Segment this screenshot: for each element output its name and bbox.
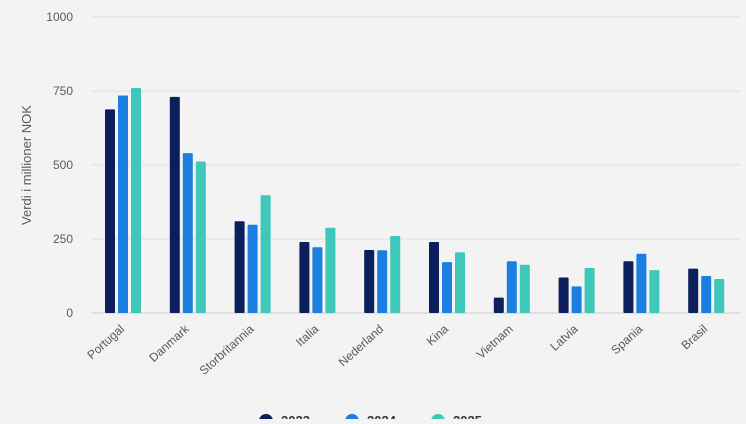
bar[interactable] <box>118 95 128 313</box>
bar[interactable] <box>429 241 439 313</box>
bar[interactable] <box>247 224 258 313</box>
y-axis-title: Verdi i millioner NOK <box>19 105 34 225</box>
bar[interactable] <box>649 270 660 313</box>
x-tick-label: Portugal <box>84 322 127 362</box>
bar[interactable] <box>390 236 401 313</box>
legend-item[interactable]: 2025 <box>431 413 482 424</box>
legend-marker <box>431 414 445 424</box>
bar[interactable] <box>506 261 517 313</box>
legend-label: 2023 <box>281 413 310 419</box>
bar[interactable] <box>260 195 271 313</box>
x-ticks: Portugal Danmark Storbritannia Italia Nederl… <box>84 321 710 378</box>
bar[interactable] <box>455 252 465 313</box>
bar[interactable] <box>195 161 206 313</box>
legend-label: 2024 <box>367 413 397 419</box>
legend-item[interactable]: 2024 <box>345 413 397 424</box>
bar[interactable] <box>169 96 180 313</box>
x-tick-label: Brasil <box>679 322 711 352</box>
bar[interactable] <box>493 297 504 313</box>
bar[interactable] <box>558 277 569 313</box>
legend-item[interactable]: 2023 <box>259 413 310 424</box>
y-tick-label: 750 <box>53 84 73 98</box>
legend: 2023 2024 2025 <box>259 413 482 424</box>
bar[interactable] <box>325 227 336 313</box>
bar[interactable] <box>442 262 452 313</box>
y-tick-label: 1000 <box>46 10 73 24</box>
bar[interactable] <box>571 286 582 313</box>
x-tick-label: Storbritannia <box>197 322 257 378</box>
legend-marker <box>345 414 359 424</box>
bar[interactable] <box>182 153 193 313</box>
y-ticks: 0 250 500 750 1000 <box>46 10 73 320</box>
bar[interactable] <box>519 264 530 313</box>
bars-layer <box>105 88 725 314</box>
y-tick-label: 500 <box>53 158 73 172</box>
x-tick-label: Nederland <box>336 322 387 369</box>
bar[interactable] <box>688 268 699 313</box>
bar[interactable] <box>377 250 388 313</box>
legend-marker <box>259 414 273 424</box>
y-tick-label: 0 <box>66 306 73 320</box>
bar[interactable] <box>584 268 595 313</box>
x-tick-label: Kina <box>424 322 451 349</box>
bar[interactable] <box>623 261 634 313</box>
bar[interactable] <box>299 241 310 313</box>
bar[interactable] <box>701 276 712 313</box>
y-tick-label: 250 <box>53 232 73 246</box>
bar[interactable] <box>714 278 725 313</box>
legend-label: 2025 <box>453 413 482 419</box>
bar[interactable] <box>105 109 115 314</box>
x-tick-label: Danmark <box>146 321 192 365</box>
bar[interactable] <box>312 247 323 313</box>
bar[interactable] <box>234 221 245 313</box>
bar[interactable] <box>364 249 375 313</box>
x-tick-label: Latvia <box>547 322 580 354</box>
x-tick-label: Italia <box>293 322 321 350</box>
x-tick-label: Vietnam <box>474 322 516 362</box>
x-tick-label: Spania <box>608 322 645 358</box>
bar[interactable] <box>131 88 141 313</box>
bar[interactable] <box>636 253 647 313</box>
